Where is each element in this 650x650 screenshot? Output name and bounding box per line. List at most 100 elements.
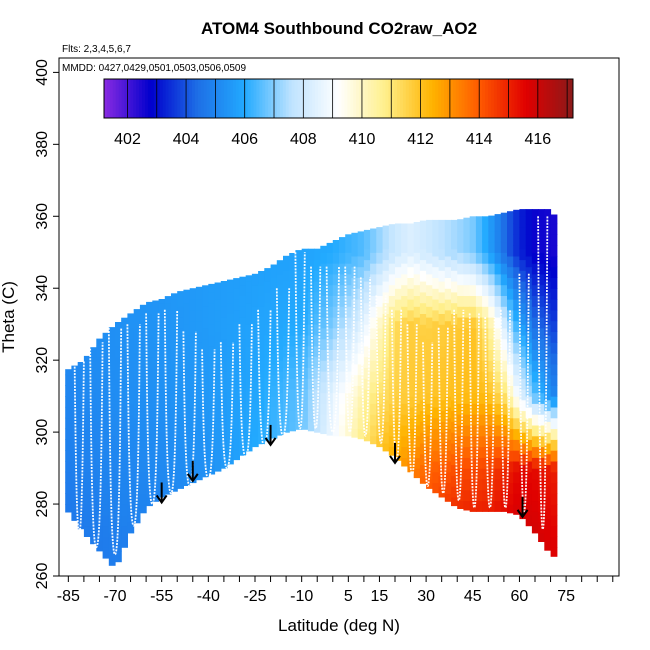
heatmap-cell	[115, 345, 122, 358]
heatmap-cell	[183, 335, 191, 347]
heatmap-cell	[295, 356, 303, 368]
colorbar-segment	[136, 79, 140, 118]
heatmap-cell	[463, 273, 471, 286]
heatmap-cell	[233, 428, 240, 440]
heatmap-cell	[438, 453, 446, 466]
heatmap-cell	[276, 403, 284, 415]
heatmap-cell	[463, 392, 471, 404]
heatmap-cell	[351, 266, 359, 278]
heatmap-cell	[525, 255, 533, 268]
heatmap-cell	[276, 349, 284, 361]
heatmap-cell	[519, 367, 527, 379]
heatmap-cell	[227, 421, 234, 433]
heatmap-cell	[332, 327, 340, 340]
heatmap-cell	[426, 478, 433, 489]
heatmap-cell	[152, 385, 160, 397]
heatmap-cell	[531, 381, 539, 394]
heatmap-cell	[395, 288, 402, 300]
heatmap-cell	[538, 209, 545, 221]
heatmap-cell	[264, 432, 272, 442]
heatmap-cell	[357, 374, 365, 386]
colorbar-segment	[496, 79, 501, 118]
heatmap-cell	[276, 284, 284, 296]
colorbar-segment	[142, 79, 146, 118]
heatmap-cell	[77, 410, 85, 422]
colorbar-segment	[247, 79, 252, 118]
colorbar-segment	[315, 79, 319, 118]
heatmap-cell	[307, 259, 315, 271]
heatmap-cell	[183, 442, 191, 455]
heatmap-cell	[164, 335, 172, 347]
heatmap-cell	[544, 356, 552, 368]
heatmap-cell	[96, 356, 104, 368]
heatmap-cell	[183, 399, 191, 412]
heatmap-cell	[326, 273, 334, 286]
heatmap-cell	[475, 392, 483, 404]
heatmap-cell	[164, 296, 172, 304]
heatmap-cell	[457, 241, 464, 253]
heatmap-cell	[77, 486, 85, 498]
heatmap-cell	[351, 245, 359, 257]
heatmap-cell	[345, 306, 352, 318]
heatmap-cell	[494, 478, 502, 491]
heatmap-cell	[519, 475, 527, 487]
heatmap-cell	[438, 259, 446, 271]
heatmap-cell	[146, 356, 153, 368]
heatmap-cell	[208, 399, 216, 412]
heatmap-cell	[507, 288, 514, 300]
heatmap-cell	[457, 252, 464, 264]
heatmap-cell	[108, 532, 116, 545]
heatmap-cell	[121, 317, 128, 322]
flight-profile-trace	[537, 216, 549, 531]
heatmap-cell	[108, 392, 116, 404]
heatmap-cell	[469, 446, 477, 458]
heatmap-cell	[513, 385, 520, 397]
heatmap-cell	[482, 317, 489, 329]
heatmap-cell	[227, 388, 234, 401]
heatmap-cell	[164, 388, 172, 401]
colorbar-segment	[212, 79, 216, 118]
heatmap-cell	[345, 414, 352, 426]
heatmap-cell	[164, 486, 172, 495]
colorbar-segment	[505, 79, 510, 118]
heatmap-cell	[513, 504, 520, 515]
colorbar-tick-label: 414	[466, 131, 493, 148]
heatmap-cell	[395, 299, 402, 311]
heatmap-cell	[270, 374, 278, 386]
heatmap-cell	[345, 241, 352, 253]
heatmap-cell	[482, 273, 489, 286]
heatmap-cell	[357, 245, 365, 257]
heatmap-cell	[189, 363, 197, 376]
heatmap-cell	[133, 309, 141, 311]
heatmap-cell	[550, 277, 558, 289]
heatmap-cell	[419, 432, 427, 444]
heatmap-cell	[158, 442, 166, 455]
heatmap-cell	[426, 360, 433, 372]
heatmap-cell	[314, 378, 321, 390]
heatmap-cell	[258, 371, 265, 383]
colorbar-segment	[502, 79, 507, 118]
heatmap-cell	[164, 324, 172, 336]
heatmap-cell	[370, 306, 377, 318]
heatmap-cell	[152, 320, 160, 332]
colorbar-segment	[165, 79, 169, 118]
heatmap-cell	[413, 414, 421, 426]
heatmap-cell	[227, 442, 234, 455]
flight-profile-trace	[375, 295, 387, 444]
heatmap-cell	[332, 252, 340, 264]
heatmap-cell	[214, 320, 222, 332]
heatmap-cell	[432, 385, 440, 397]
heatmap-cell	[469, 273, 477, 286]
heatmap-cell	[438, 378, 446, 390]
heatmap-cell	[363, 270, 371, 282]
heatmap-cell	[314, 367, 321, 379]
heatmap-cell	[538, 295, 545, 307]
heatmap-cell	[320, 327, 328, 340]
heatmap-cell	[214, 342, 222, 354]
heatmap-cell	[127, 446, 135, 458]
heatmap-cell	[77, 388, 85, 401]
heatmap-cell	[531, 478, 539, 491]
heatmap-cell	[301, 378, 309, 390]
heatmap-cell	[307, 367, 315, 379]
